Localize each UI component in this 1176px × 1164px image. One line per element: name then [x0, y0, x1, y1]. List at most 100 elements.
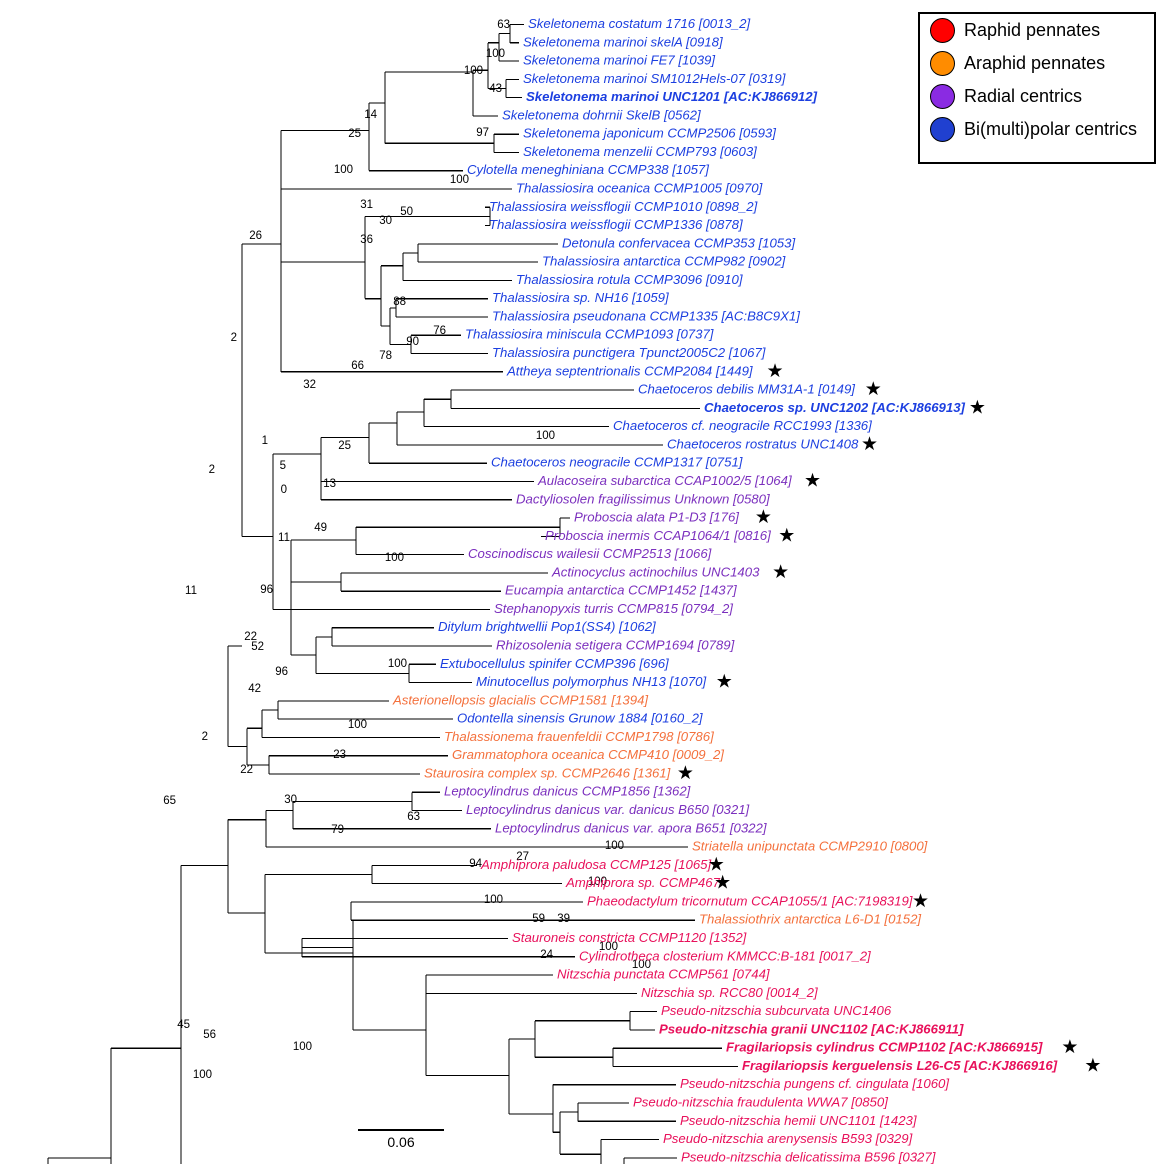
bootstrap-value: 90	[406, 336, 419, 348]
bootstrap-value: 100	[464, 65, 483, 77]
bootstrap-value: 56	[203, 1029, 216, 1041]
taxon-label: Proboscia inermis CCAP1064/1 [0816]	[545, 528, 771, 543]
taxon-label: Pseudo-nitzschia pungens cf. cingulata […	[680, 1076, 949, 1091]
bootstrap-value: 11	[185, 585, 197, 597]
taxon-label: Grammatophora oceanica CCMP410 [0009_2]	[452, 747, 724, 762]
taxon-label: Thalassiosira weissflogii CCMP1010 [0898…	[489, 199, 758, 214]
bootstrap-value: 100	[536, 430, 555, 442]
taxon-label: Thalassionema frauenfeldii CCMP1798 [078…	[444, 729, 714, 744]
bootstrap-value: 39	[557, 913, 570, 925]
legend-item-bipolar: Bi(multi)polar centrics	[920, 113, 1154, 146]
taxon-labels: Skeletonema costatum 1716 [0013_2] Skelet…	[392, 16, 1101, 1164]
taxon-label: Dactyliosolen fragilissimus Unknown [058…	[516, 491, 770, 506]
taxon-label: Actinocyclus actinochilus UNC1403	[551, 564, 760, 579]
bootstrap-value: 100	[632, 959, 651, 971]
taxon-label: Striatella unipunctata CCMP2910 [0800]	[692, 839, 928, 854]
bootstrap-value: 100	[193, 1069, 212, 1081]
bootstrap-value: 63	[407, 811, 420, 823]
bootstrap-value: 100	[450, 174, 469, 186]
star-icon: ★	[861, 434, 878, 455]
bootstrap-value: 100	[486, 48, 505, 60]
taxon-label: Coscinodiscus wailesii CCMP2513 [1066]	[468, 546, 712, 561]
bootstrap-value: 27	[516, 851, 529, 863]
bootstrap-value: 0	[281, 484, 287, 496]
bootstrap-values: 6310043100971425100261003150303688769078…	[163, 19, 651, 1081]
taxon-label: Nitzschia sp. RCC80 [0014_2]	[641, 985, 818, 1000]
star-icon: ★	[716, 672, 733, 693]
taxon-label: Pseudo-nitzschia fraudulenta WWA7 [0850]	[633, 1095, 888, 1110]
taxon-label: Pseudo-nitzschia granii UNC1102 [AC:KJ86…	[659, 1021, 964, 1036]
bootstrap-value: 11	[278, 532, 290, 544]
taxon-label: Thalassiosira miniscula CCMP1093 [0737]	[465, 327, 714, 342]
taxon-label: Skeletonema japonicum CCMP2506 [0593]	[523, 126, 776, 141]
taxon-label: Pseudo-nitzschia subcurvata UNC1406	[661, 1003, 892, 1018]
bootstrap-value: 25	[348, 128, 361, 140]
bootstrap-value: 30	[379, 215, 392, 227]
bootstrap-value: 50	[400, 206, 413, 218]
taxon-label: Fragilariopsis cylindrus CCMP1102 [AC:KJ…	[726, 1040, 1043, 1055]
star-icon: ★	[708, 854, 725, 875]
bootstrap-value: 23	[333, 749, 346, 761]
taxon-label: Stephanopyxis turris CCMP815 [0794_2]	[494, 601, 733, 616]
taxon-label: Pseudo-nitzschia arenysensis B593 [0329]	[663, 1131, 913, 1146]
taxon-label: Nitzschia punctata CCMP561 [0744]	[557, 967, 770, 982]
taxon-label: Skeletonema costatum 1716 [0013_2]	[528, 16, 750, 31]
bootstrap-value: 63	[497, 19, 510, 31]
taxon-label: Stauroneis constricta CCMP1120 [1352]	[512, 930, 747, 945]
bootstrap-value: 66	[351, 360, 364, 372]
taxon-label: Pseudo-nitzschia hemii UNC1101 [1423]	[680, 1113, 917, 1128]
star-icon: ★	[778, 525, 795, 546]
taxon-label: Thalassiosira sp. NH16 [1059]	[492, 290, 669, 305]
taxon-label: Skeletonema marinoi skelA [0918]	[523, 34, 723, 49]
bootstrap-value: 100	[293, 1041, 312, 1053]
legend-label-raphid: Raphid pennates	[964, 20, 1101, 40]
scale-bar	[358, 1129, 444, 1131]
taxon-label: Skeletonema menzelii CCMP793 [0603]	[523, 144, 757, 159]
taxon-label: Chaetoceros sp. UNC1202 [AC:KJ866913]	[704, 400, 966, 415]
bootstrap-value: 2	[209, 464, 215, 476]
taxon-label: Rhizosolenia setigera CCMP1694 [0789]	[496, 638, 735, 653]
bootstrap-value: 26	[249, 230, 262, 242]
taxon-label: Phaeodactylum tricornutum CCAP1055/1 [AC…	[587, 893, 913, 908]
taxon-label: Chaetoceros rostratus UNC1408	[667, 436, 859, 451]
taxon-label: Staurosira complex sp. CCMP2646 [1361]	[424, 765, 671, 780]
taxon-label: Eucampia antarctica CCMP1452 [1437]	[505, 583, 737, 598]
legend-label-araphid: Araphid pennates	[964, 53, 1106, 73]
taxon-label: Ditylum brightwellii Pop1(SS4) [1062]	[438, 619, 656, 634]
taxon-label: Aulacoseira subarctica CCAP1002/5 [1064]	[537, 473, 792, 488]
legend-dot-araphid	[930, 51, 955, 76]
bootstrap-value: 100	[588, 876, 607, 888]
taxon-label: Leptocylindrus danicus var. apora B651 […	[495, 820, 767, 835]
legend-dot-bipolar	[930, 117, 955, 142]
bootstrap-value: 100	[599, 941, 618, 953]
legend-item-araphid: Araphid pennates	[920, 47, 1154, 80]
bootstrap-value: 32	[303, 379, 316, 391]
bootstrap-value: 22	[244, 631, 257, 643]
legend-label-bipolar: Bi(multi)polar centrics	[964, 119, 1138, 139]
legend-dot-radial	[930, 84, 955, 109]
bootstrap-value: 13	[323, 478, 336, 490]
bootstrap-value: 76	[433, 325, 446, 337]
taxon-label: Thalassiosira weissflogii CCMP1336 [0878…	[489, 217, 743, 232]
taxon-label: Skeletonema marinoi UNC1201 [AC:KJ866912…	[526, 89, 818, 104]
bootstrap-value: 100	[334, 164, 353, 176]
taxon-label: Odontella sinensis Grunow 1884 [0160_2]	[457, 711, 703, 726]
taxon-label: Thalassiosira antarctica CCMP982 [0902]	[542, 254, 786, 269]
taxon-label: Thalassiosira pseudonana CCMP1335 [AC:B8…	[492, 308, 800, 323]
taxon-label: Thalassiothrix antarctica L6-D1 [0152]	[699, 912, 921, 927]
legend-dot-raphid	[930, 18, 955, 43]
star-icon: ★	[804, 471, 821, 492]
star-icon: ★	[865, 379, 882, 400]
bootstrap-value: 94	[469, 858, 482, 870]
bootstrap-value: 2	[231, 332, 237, 344]
taxon-label: Chaetoceros neogracile CCMP1317 [0751]	[491, 455, 743, 470]
taxon-label: Leptocylindrus danicus var. danicus B650…	[466, 802, 750, 817]
bootstrap-value: 45	[177, 1019, 190, 1031]
bootstrap-value: 78	[379, 350, 392, 362]
taxon-label: Asterionellopsis glacialis CCMP1581 [139…	[392, 692, 648, 707]
bootstrap-value: 2	[202, 731, 208, 743]
bootstrap-value: 59	[532, 913, 545, 925]
bootstrap-value: 25	[338, 440, 351, 452]
bootstrap-value: 100	[484, 894, 503, 906]
